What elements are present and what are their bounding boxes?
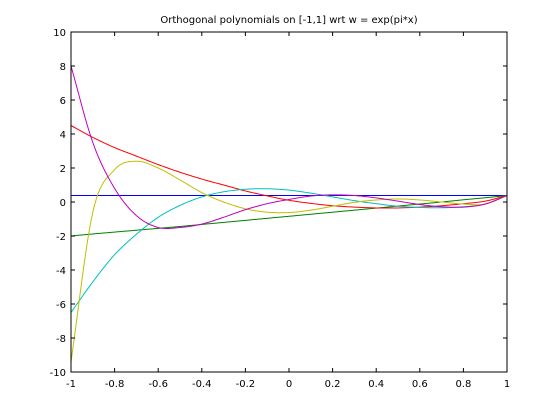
- y-tick-label: 6: [60, 96, 66, 107]
- y-tick-label: -10: [50, 368, 66, 379]
- x-tick-label: -0.8: [105, 379, 125, 390]
- y-tick-label: 4: [60, 130, 66, 141]
- x-tick-label: 0.6: [412, 379, 428, 390]
- chart-title: Orthogonal polynomials on [-1,1] wrt w =…: [160, 15, 417, 26]
- y-tick-label: 0: [60, 198, 66, 209]
- y-tick-label: -4: [56, 266, 66, 277]
- x-tick-label: 0: [286, 379, 292, 390]
- x-tick-label: -0.2: [236, 379, 256, 390]
- series-line-6: [70, 65, 508, 230]
- series-line-5: [70, 160, 508, 362]
- x-tick-label: 1: [504, 379, 510, 390]
- y-tick-label: 10: [53, 28, 66, 39]
- x-tick-label: -0.4: [192, 379, 212, 390]
- x-tick-label: 0.8: [455, 379, 471, 390]
- y-tick-label: -6: [56, 300, 66, 311]
- series-line-2: [70, 195, 508, 237]
- series-layer: [70, 65, 508, 362]
- x-tick-label: 0.4: [368, 379, 384, 390]
- x-tick-label: 0.2: [325, 379, 341, 390]
- y-tick-label: -8: [56, 334, 66, 345]
- x-tick-label: -0.6: [148, 379, 168, 390]
- y-tick-label: 8: [60, 62, 66, 73]
- axis-layer: -1 -0.8 -0.6 -0.4 -0.2 0 0.2 0.4 0.6 0.8 1 -10 -8 -6 -…: [50, 28, 511, 390]
- x-tick-label: -1: [66, 379, 76, 390]
- y-tick-label: -2: [56, 232, 66, 243]
- series-line-4: [70, 188, 508, 313]
- y-tick-label: 2: [60, 164, 66, 175]
